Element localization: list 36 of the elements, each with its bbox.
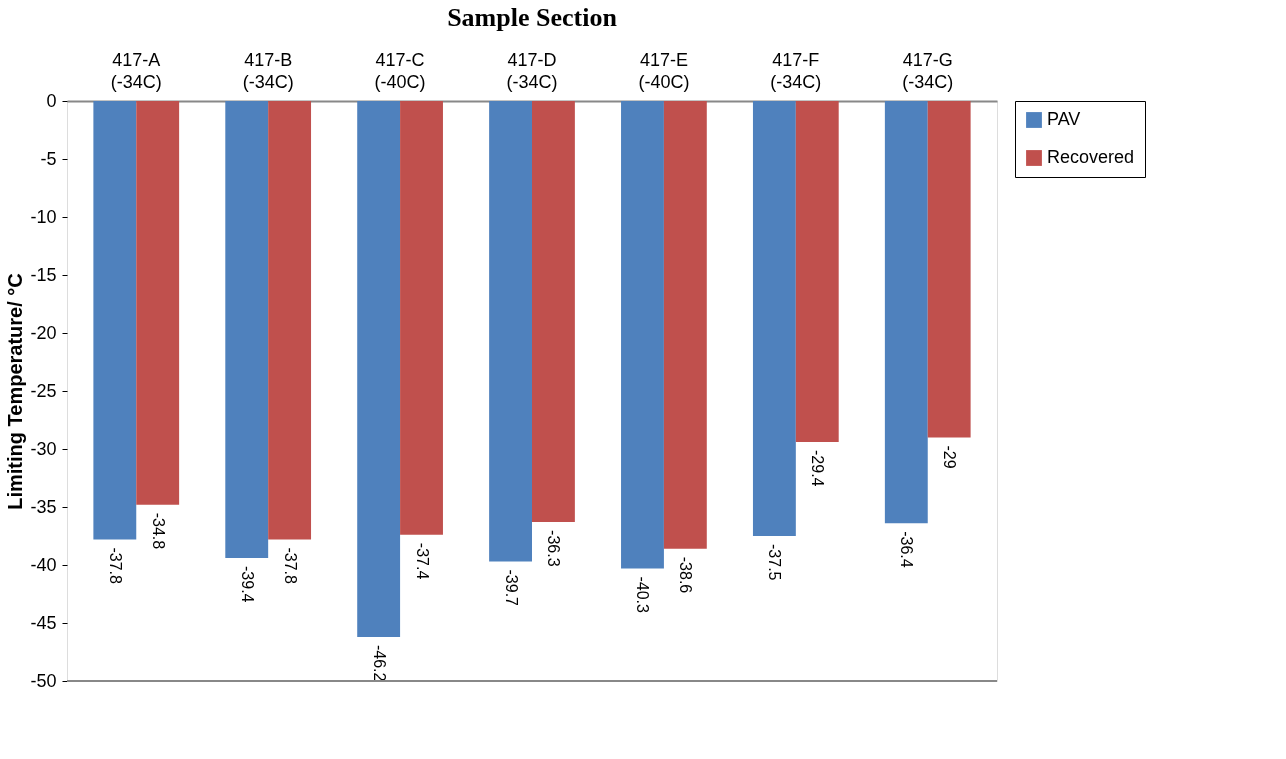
legend-label: Recovered — [1047, 147, 1135, 167]
x-tick-label: 417-F (-34C) — [770, 49, 822, 92]
y-tick-label: -25 — [30, 380, 57, 401]
data-label: -29.4 — [809, 450, 827, 487]
y-tick-label: -40 — [30, 554, 57, 575]
data-label: -36.3 — [545, 530, 563, 567]
x-tick-label: 417-A (-34C) — [110, 49, 162, 92]
y-tick-label: -50 — [30, 670, 57, 691]
y-tick-label: -20 — [30, 322, 57, 343]
data-label: -34.8 — [149, 512, 167, 550]
data-label: -40.3 — [634, 576, 652, 614]
data-label: -37.8 — [281, 547, 299, 585]
data-label: -38.6 — [677, 556, 695, 594]
data-label: -39.7 — [502, 569, 520, 607]
chart-title: Sample Section — [447, 3, 618, 32]
data-label: -29 — [941, 445, 959, 469]
data-label: -37.5 — [766, 544, 784, 581]
data-label: -36.4 — [898, 531, 916, 568]
x-tick-label: 417-E (-40C) — [638, 49, 690, 92]
data-label: -37.4 — [413, 542, 431, 580]
x-tick-label: 417-D (-34C) — [506, 49, 558, 92]
legend-label: PAV — [1047, 109, 1081, 129]
x-tick-label: 417-B (-34C) — [242, 49, 294, 92]
data-label: -39.4 — [238, 566, 256, 603]
y-tick-label: -35 — [30, 496, 57, 517]
x-tick-label: 417-C (-40C) — [374, 49, 426, 92]
y-axis-title: Limiting Temperature/ °C — [4, 273, 27, 510]
y-tick-label: -30 — [30, 438, 57, 459]
x-tick-label: 417-G (-34C) — [902, 49, 954, 92]
y-tick-label: -5 — [40, 148, 57, 169]
data-label: -37.8 — [106, 547, 124, 585]
data-label: -46.2 — [370, 644, 388, 682]
y-tick-label: 0 — [46, 90, 57, 111]
y-tick-label: -15 — [30, 264, 57, 285]
y-tick-label: -45 — [30, 612, 57, 633]
y-tick-label: -10 — [30, 206, 57, 227]
